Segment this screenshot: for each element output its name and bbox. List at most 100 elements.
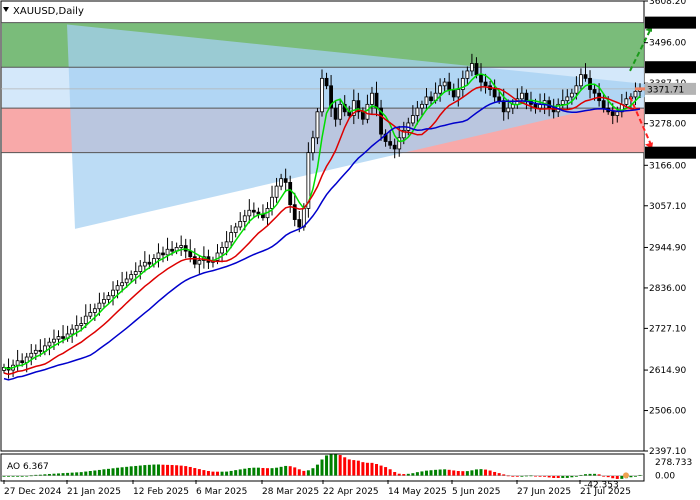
candle-body: [142, 261, 147, 267]
y-tick-label: 2727.10: [649, 324, 686, 334]
x-tick-label: 28 Mar 2025: [262, 487, 319, 497]
ao-bar: [175, 465, 179, 476]
ao-current-value: -42.353: [584, 481, 619, 491]
ao-bar: [488, 470, 492, 476]
x-tick-label: 12 Feb 2025: [133, 487, 189, 497]
y-tick-label: 3057.10: [649, 202, 686, 212]
ao-bar: [583, 474, 587, 476]
x-tick-label: 6 Mar 2025: [196, 487, 247, 497]
candle-body: [79, 323, 84, 326]
ao-y-tick-zero: 0.00: [655, 472, 675, 482]
candle-body: [102, 299, 106, 304]
ao-bar: [152, 464, 156, 476]
candle-body: [333, 107, 338, 120]
price-level-label-4: 3200.00: [647, 149, 684, 159]
ao-bar: [38, 474, 42, 476]
ao-bar: [116, 467, 120, 476]
price-level-tag-1: [645, 61, 696, 74]
candle-body: [274, 185, 279, 198]
ao-bar: [429, 470, 433, 476]
candle-body: [410, 115, 415, 124]
candle-body: [574, 85, 579, 94]
candle-body: [583, 74, 588, 79]
x-tick-label: 5 Jun 2025: [452, 487, 500, 497]
ao-bar: [147, 464, 151, 476]
ao-bar: [325, 455, 329, 476]
y-tick-label: 3278.00: [649, 120, 686, 130]
candle-body: [429, 96, 433, 102]
ao-bar: [202, 470, 206, 476]
ao-bar: [502, 474, 506, 476]
ao-bar: [229, 470, 233, 476]
candle-body: [233, 226, 238, 233]
ao-bar: [470, 470, 474, 476]
ao-bar: [352, 460, 356, 476]
candle-body: [351, 100, 356, 116]
ao-bar: [493, 471, 497, 476]
ao-bar: [11, 475, 15, 477]
candle-body: [92, 308, 97, 313]
ao-bar: [334, 454, 338, 476]
candle-body: [610, 111, 615, 116]
candle-body: [569, 92, 574, 98]
ao-bar: [593, 473, 597, 476]
candle-body: [247, 209, 252, 217]
chart-symbol-label: XAUUSD,Daily: [13, 6, 84, 17]
candle-body: [420, 103, 424, 109]
ao-bar: [602, 475, 606, 477]
ao-bar: [315, 464, 319, 476]
ao-bar: [388, 469, 392, 476]
ao-bar: [620, 475, 624, 479]
ao-bar: [111, 468, 115, 476]
y-tick-label: 2397.10: [649, 447, 686, 457]
candle-body: [170, 248, 174, 252]
triangle-pattern: [67, 24, 645, 229]
candle-body: [370, 92, 374, 105]
ao-bar: [220, 471, 224, 476]
ao-bar: [474, 469, 478, 476]
candle-body: [397, 137, 402, 150]
ao-bar: [75, 472, 79, 476]
candle-body: [379, 107, 383, 135]
x-tick-label: 14 May 2025: [388, 487, 447, 497]
candle-body: [592, 89, 597, 94]
ao-bar: [252, 467, 256, 476]
candle-body: [106, 295, 111, 300]
ao-bar: [556, 475, 560, 478]
candle-body: [192, 256, 197, 265]
price-level-tag-0: [645, 16, 696, 29]
ao-bar: [184, 466, 188, 476]
ao-bar: [247, 467, 251, 476]
ao-bar: [265, 468, 269, 476]
ao-bar: [311, 468, 315, 476]
candle-body: [320, 77, 324, 113]
candle-body: [61, 336, 65, 339]
forecast-up-arrow: [629, 25, 653, 72]
ao-y-tick-top: 278.733: [655, 458, 692, 468]
ao-bar: [370, 462, 374, 476]
candle-body: [560, 100, 565, 105]
ao-bar: [465, 471, 469, 476]
ao-bar: [420, 471, 424, 476]
ao-bar: [343, 457, 347, 476]
ao-bar: [338, 455, 342, 476]
candle-body: [251, 209, 256, 213]
ao-bar: [424, 470, 428, 476]
candle-body: [306, 152, 311, 209]
candle-body: [115, 285, 120, 291]
candle-body: [133, 271, 138, 275]
candle-body: [224, 241, 229, 248]
ao-indicator-label: AO 6.367: [7, 462, 49, 472]
ao-bar: [256, 467, 260, 476]
candle-body: [329, 85, 333, 109]
ao-bar: [102, 469, 106, 476]
x-tick-label: 21 Jul 2025: [580, 487, 631, 497]
ao-current-marker: [623, 472, 629, 479]
ao-bar: [511, 475, 515, 477]
ao-bar: [443, 469, 447, 476]
ao-bar: [57, 473, 61, 476]
candle-body: [497, 96, 502, 102]
ao-bar: [84, 471, 88, 476]
ao-bar: [479, 469, 483, 476]
candle-body: [270, 196, 274, 209]
